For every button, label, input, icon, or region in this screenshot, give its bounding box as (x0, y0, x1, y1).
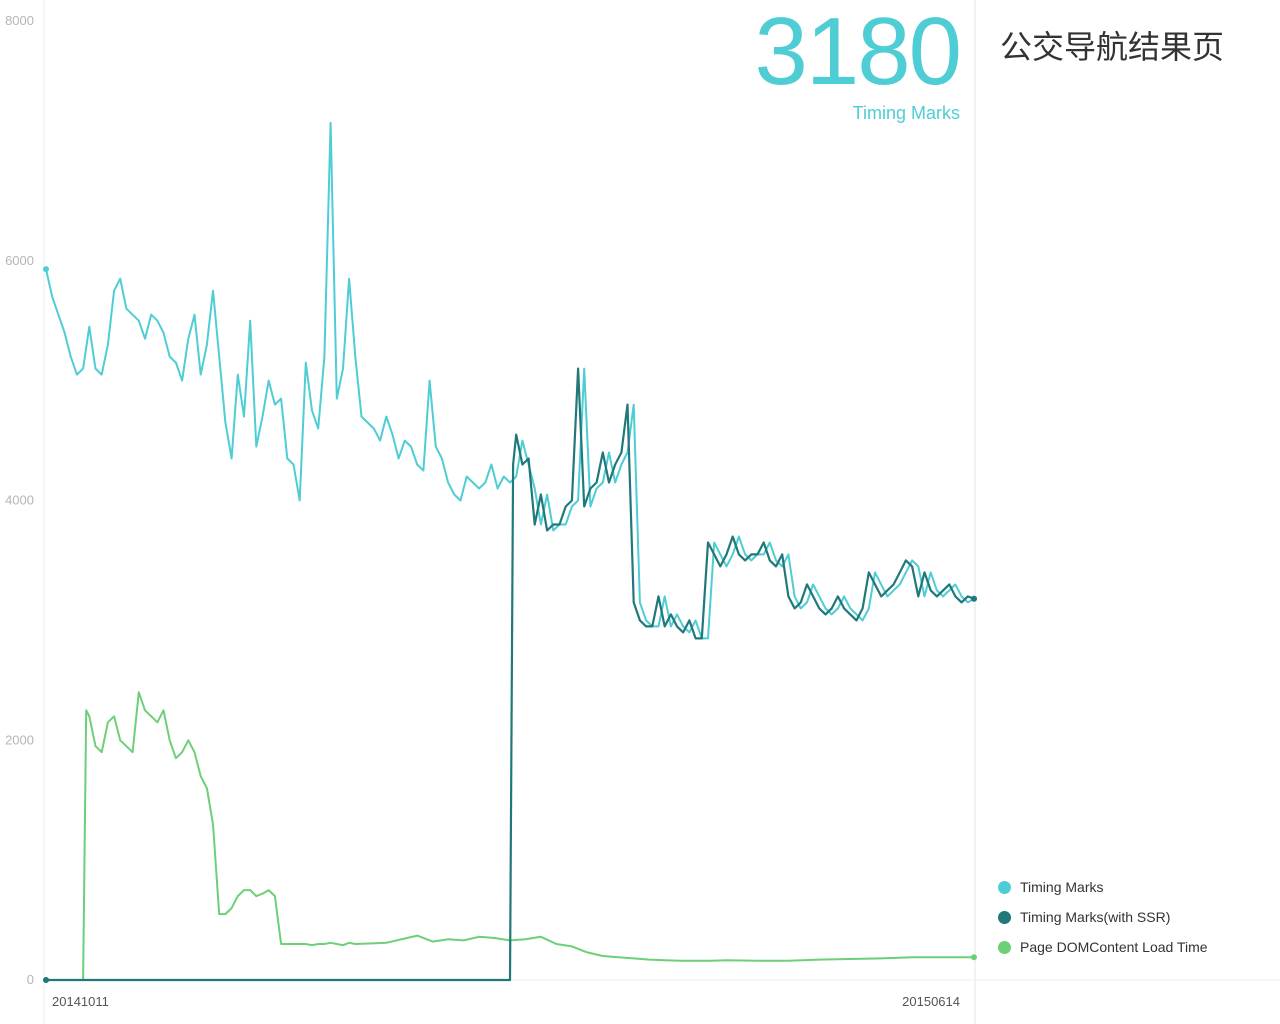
x-tick-label: 20141011 (52, 994, 109, 1009)
legend-dot-icon (998, 880, 1011, 894)
series-layer (43, 121, 977, 983)
series-timing-marks-with-ssr-line (46, 367, 975, 982)
current-value: 3180 (754, 0, 962, 105)
x-tick-labels: 20141011 20150614 (52, 994, 960, 1009)
y-tick-label: 2000 (5, 732, 34, 747)
page-title: 公交导航结果页 (1000, 28, 1225, 66)
x-tick-label: 20150614 (902, 994, 960, 1009)
series-page-domcontent-load-time-line (46, 691, 974, 981)
legend-item-dom-content-load[interactable]: Page DOMContent Load Time (998, 932, 1208, 962)
y-tick-label: 8000 (5, 13, 34, 28)
legend-item-timing-marks[interactable]: Timing Marks (998, 872, 1208, 902)
legend-label: Timing Marks (1020, 879, 1104, 895)
legend-dot-icon (998, 940, 1011, 954)
current-value-label: Timing Marks (852, 103, 960, 123)
series-timing-marks-endpoint (43, 266, 49, 273)
y-tick-labels: 0 2000 4000 6000 8000 (5, 13, 34, 987)
legend-label: Timing Marks(with SSR) (1020, 909, 1171, 925)
series-timing-marks-line (45, 121, 975, 640)
legend-label: Page DOMContent Load Time (1020, 939, 1208, 955)
legend: Timing Marks Timing Marks(with SSR) Page… (998, 872, 1208, 962)
series-page-domcontent-load-time-endpoint (971, 954, 977, 961)
legend-dot-icon (998, 910, 1011, 924)
y-tick-label: 4000 (5, 493, 34, 508)
y-tick-label: 6000 (5, 253, 34, 268)
legend-item-timing-marks-ssr[interactable]: Timing Marks(with SSR) (998, 902, 1208, 932)
y-tick-label: 0 (27, 972, 34, 987)
series-timing-marks-with-ssr-endpoint (43, 977, 49, 983)
series-timing-marks-with-ssr-endpoint (971, 595, 977, 602)
